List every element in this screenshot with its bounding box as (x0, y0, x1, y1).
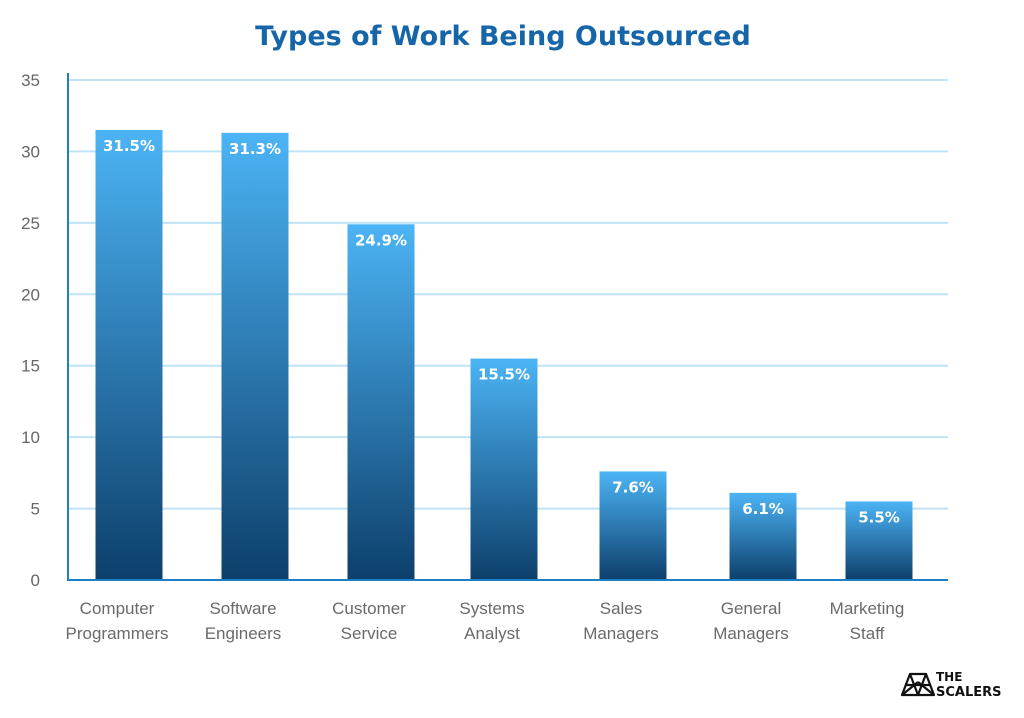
x-tick-label: Systems (459, 599, 524, 618)
bar (221, 132, 289, 580)
x-tick-label: Service (341, 624, 398, 643)
y-tick-label: 25 (21, 214, 40, 233)
y-tick-label: 20 (21, 285, 40, 304)
y-tick-label: 15 (21, 357, 40, 376)
logo-text-the: THE (936, 670, 962, 684)
axes (67, 73, 948, 581)
x-tick-label: Managers (583, 624, 659, 643)
bar (599, 471, 667, 580)
y-tick-label: 5 (31, 500, 40, 519)
x-tick-label: Marketing (830, 599, 905, 618)
data-label: 6.1% (742, 500, 784, 518)
data-label: 24.9% (355, 231, 407, 249)
x-tick-label: Engineers (205, 624, 282, 643)
diamond-logo-icon (900, 672, 936, 697)
y-tick-label: 30 (21, 142, 40, 161)
x-tick-label: General (721, 599, 781, 618)
data-label: 7.6% (612, 478, 654, 496)
chart-title: Types of Work Being Outsourced (255, 21, 751, 52)
bar (470, 358, 538, 580)
bar (347, 224, 415, 581)
x-tick-label: Programmers (66, 624, 169, 643)
y-tick-label: 35 (21, 71, 40, 90)
data-label: 31.5% (103, 137, 155, 155)
bar (845, 501, 913, 580)
x-tick-label: Analyst (464, 624, 520, 643)
category-labels: Computer Programmers Software Engineers Cust… (66, 599, 905, 643)
the-scalers-logo: THE SCALERS (900, 670, 1002, 700)
x-tick-label: Sales (600, 599, 643, 618)
bar (95, 130, 163, 580)
x-tick-label: Software (209, 599, 276, 618)
x-tick-label: Staff (850, 624, 885, 643)
x-tick-label: Customer (332, 599, 406, 618)
bars (95, 130, 913, 581)
x-tick-label: Computer (80, 599, 155, 618)
data-label: 15.5% (478, 366, 530, 384)
data-label: 31.3% (229, 140, 281, 158)
y-axis-ticks: 0 5 10 15 20 25 30 35 (21, 71, 40, 590)
x-tick-label: Managers (713, 624, 789, 643)
data-label: 5.5% (858, 508, 900, 526)
bar (729, 492, 797, 580)
data-labels: 31.5% 31.3% 24.9% 15.5% 7.6% 6.1% 5.5% (103, 137, 900, 526)
logo-text-scalers: SCALERS (936, 685, 1002, 700)
y-tick-label: 0 (31, 571, 40, 590)
y-tick-label: 10 (21, 428, 40, 447)
